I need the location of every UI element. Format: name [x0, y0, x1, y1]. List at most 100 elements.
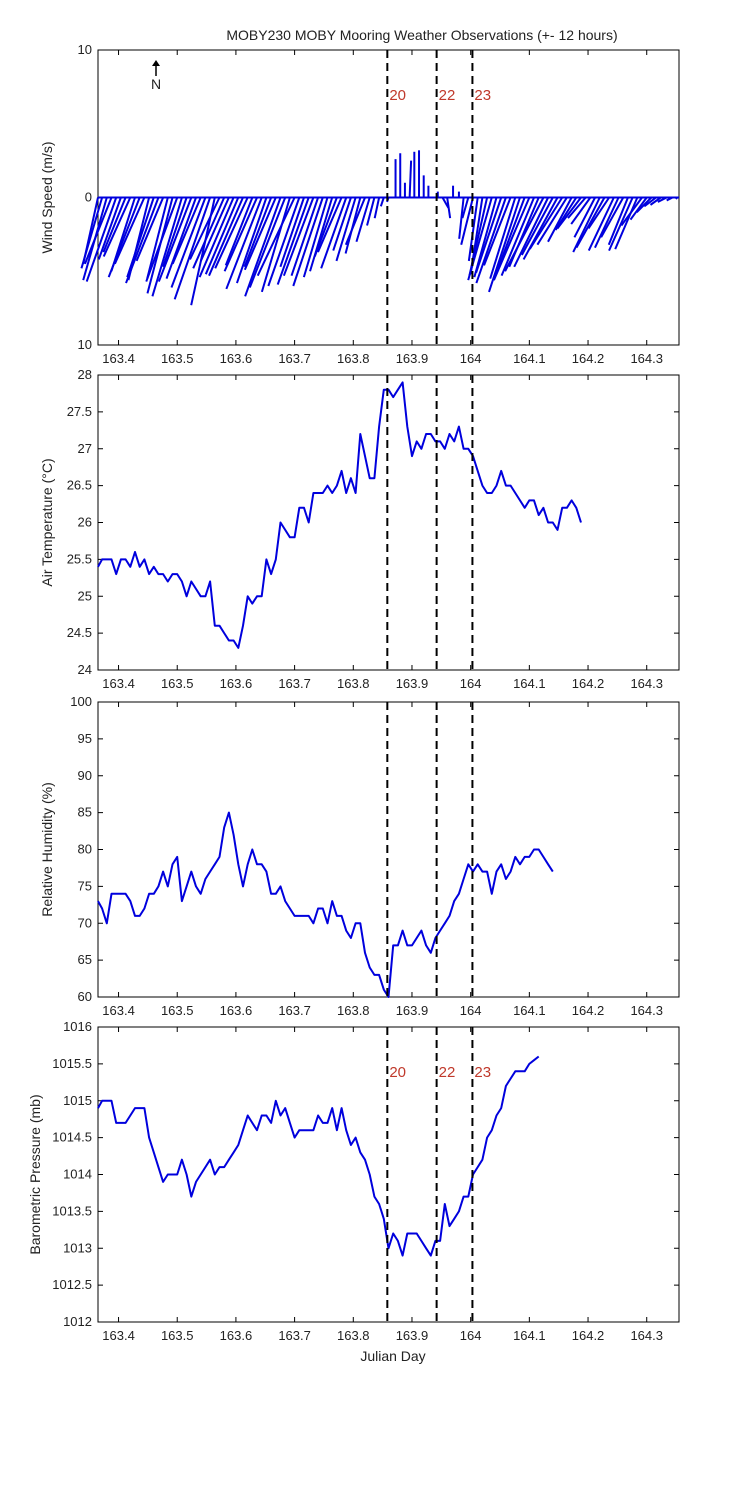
- wind-vector: [528, 196, 564, 250]
- wind-vector: [366, 197, 376, 226]
- event-label: 23: [474, 87, 491, 104]
- wind-vector: [344, 197, 366, 246]
- y-tick-label: 95: [78, 731, 92, 746]
- wind-vector: [629, 196, 648, 221]
- x-tick-label: 163.5: [161, 676, 194, 691]
- wind-vector: [223, 197, 258, 272]
- y-tick-label: 10: [78, 42, 92, 57]
- x-tick-label: 164.1: [513, 1003, 546, 1018]
- x-tick-label: 164.3: [630, 1328, 663, 1343]
- wind-vector: [224, 197, 254, 266]
- x-tick-label: 163.4: [102, 1328, 135, 1343]
- wind-vector: [355, 197, 371, 243]
- panel-1: 163.4 163.5 163.6 163.7 163.8 163.9 164 164.1 16…: [39, 42, 680, 366]
- y-tick-label: 80: [78, 842, 92, 857]
- x-tick-label: 163.6: [220, 351, 253, 366]
- x-tick-label: 163.8: [337, 351, 370, 366]
- wind-vector: [309, 197, 334, 272]
- wind-vector: [173, 197, 212, 300]
- wind-vector: [135, 197, 165, 262]
- wind-vector: [575, 197, 606, 249]
- wind-vector: [282, 197, 315, 277]
- x-tick-label: 163.9: [396, 1003, 429, 1018]
- wind-vector: [102, 197, 127, 253]
- y-tick-label: 1012.5: [52, 1277, 92, 1292]
- x-tick-label: 163.4: [102, 676, 135, 691]
- event-label: 20: [389, 87, 406, 104]
- wind-vector: [199, 197, 230, 262]
- panel-3: 163.4 163.5 163.6 163.7 163.8 163.9 164 164.1 16…: [39, 694, 680, 1018]
- x-tick-label: 163.5: [161, 1328, 194, 1343]
- wind-vector: [80, 197, 104, 269]
- wind-vector: [260, 197, 291, 293]
- wind-vector: [332, 197, 352, 251]
- y-tick-label: 60: [78, 989, 92, 1004]
- wind-vector: [125, 197, 160, 284]
- y-tick-label: 10: [78, 337, 92, 352]
- x-tick-label: 164.2: [572, 1003, 605, 1018]
- x-tick-label: 163.7: [278, 676, 311, 691]
- event-label: 23: [474, 1064, 491, 1081]
- wind-vector: [145, 197, 179, 282]
- y-tick-label: 85: [78, 805, 92, 820]
- wind-vector: [608, 197, 634, 252]
- wind-vector: [460, 197, 474, 245]
- wind-vector: [657, 196, 668, 203]
- event-label: 22: [439, 87, 456, 104]
- wind-vector: [107, 197, 141, 278]
- x-tick-label: 164.1: [513, 351, 546, 366]
- wind-vector: [97, 197, 122, 260]
- x-tick-label: 164.1: [513, 676, 546, 691]
- x-tick-label: 163.6: [220, 1328, 253, 1343]
- wind-vector: [408, 160, 413, 198]
- wind-vector: [475, 197, 503, 274]
- wind-vector: [467, 197, 493, 281]
- wind-vector: [335, 197, 357, 262]
- wind-vector: [165, 197, 197, 279]
- wind-vector: [302, 197, 329, 278]
- wind-vector: [256, 197, 296, 277]
- x-tick-label: 163.4: [102, 1003, 135, 1018]
- wind-vector: [587, 197, 615, 252]
- wind-vector: [146, 197, 169, 279]
- wind-vector: [317, 197, 343, 253]
- wind-vector: [520, 197, 554, 256]
- x-tick-label: 163.5: [161, 351, 194, 366]
- wind-vector: [113, 197, 146, 265]
- wind-vector: [379, 197, 385, 207]
- wind-vector: [85, 197, 118, 282]
- wind-vector: [189, 197, 221, 260]
- wind-vector: [600, 197, 625, 238]
- x-tick-label: 163.7: [278, 351, 311, 366]
- y-tick-label: 1014.5: [52, 1130, 92, 1145]
- wind-vector: [276, 197, 310, 285]
- x-axis-label: Julian Day: [360, 1348, 425, 1364]
- wind-vector: [192, 197, 226, 269]
- y-tick-label: 1013.5: [52, 1203, 92, 1218]
- y-tick-label: 25.5: [67, 551, 92, 566]
- x-tick-label: 163.4: [102, 351, 135, 366]
- wind-vector: [171, 197, 202, 265]
- wind-vector: [198, 197, 235, 278]
- y-tick-label: 75: [78, 878, 92, 893]
- chart-title: MOBY230 MOBY Mooring Weather Observation…: [226, 27, 617, 43]
- y-tick-label: 27: [78, 441, 92, 456]
- x-tick-label: 164.2: [572, 1328, 605, 1343]
- x-tick-label: 164: [460, 351, 482, 366]
- wind-vector: [467, 197, 479, 262]
- y-tick-label: 25: [78, 588, 92, 603]
- wind-vector: [504, 197, 545, 272]
- wind-vector: [556, 196, 582, 230]
- y-tick-label: 0: [85, 190, 92, 205]
- wind-vector: [292, 197, 324, 287]
- wind-vector: [313, 197, 338, 257]
- data-series-line: [97, 381, 582, 649]
- x-tick-label: 163.8: [337, 1328, 370, 1343]
- y-tick-label: 1015: [63, 1093, 92, 1108]
- wind-vector: [446, 197, 452, 219]
- wind-vector: [522, 197, 559, 260]
- wind-vector: [290, 197, 320, 276]
- event-label: 22: [439, 1064, 456, 1081]
- wind-vector: [675, 196, 678, 200]
